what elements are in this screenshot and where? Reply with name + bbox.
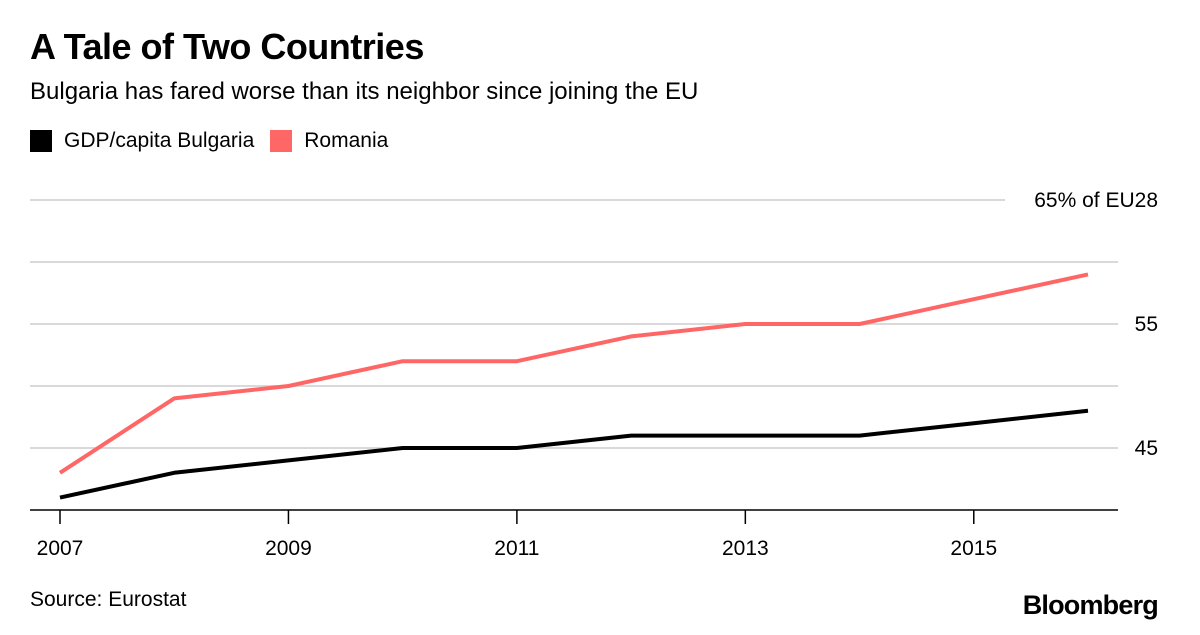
x-tick-label: 2015 — [950, 537, 997, 560]
legend-item-romania: Romania — [270, 129, 388, 153]
x-tick-label: 2013 — [722, 537, 769, 560]
legend-swatch-bulgaria — [30, 130, 52, 152]
legend-label-romania: Romania — [304, 129, 389, 152]
y-tick-label: 45 — [1135, 437, 1158, 460]
bloomberg-logo: Bloomberg — [1022, 590, 1159, 620]
x-tick-label: 2011 — [494, 537, 539, 560]
series-line-romania — [58, 272, 1089, 475]
series-line-bulgaria — [59, 408, 1089, 500]
x-tick-label: 2007 — [37, 537, 84, 560]
x-tick-label: 2009 — [265, 537, 312, 560]
legend-item-bulgaria: GDP/capita Bulgaria — [30, 129, 254, 153]
legend-label-bulgaria: GDP/capita Bulgaria — [64, 129, 255, 152]
source-note: Source: Eurostat — [30, 588, 187, 611]
chart-title: A Tale of Two Countries — [30, 26, 424, 67]
y-tick-label: 65% of EU28 — [1034, 189, 1158, 212]
legend: GDP/capita Bulgaria Romania — [30, 127, 404, 155]
chart-subtitle: Bulgaria has fared worse than its neighb… — [30, 78, 699, 105]
y-tick-label: 55 — [1135, 313, 1158, 336]
legend-swatch-romania — [270, 130, 293, 152]
